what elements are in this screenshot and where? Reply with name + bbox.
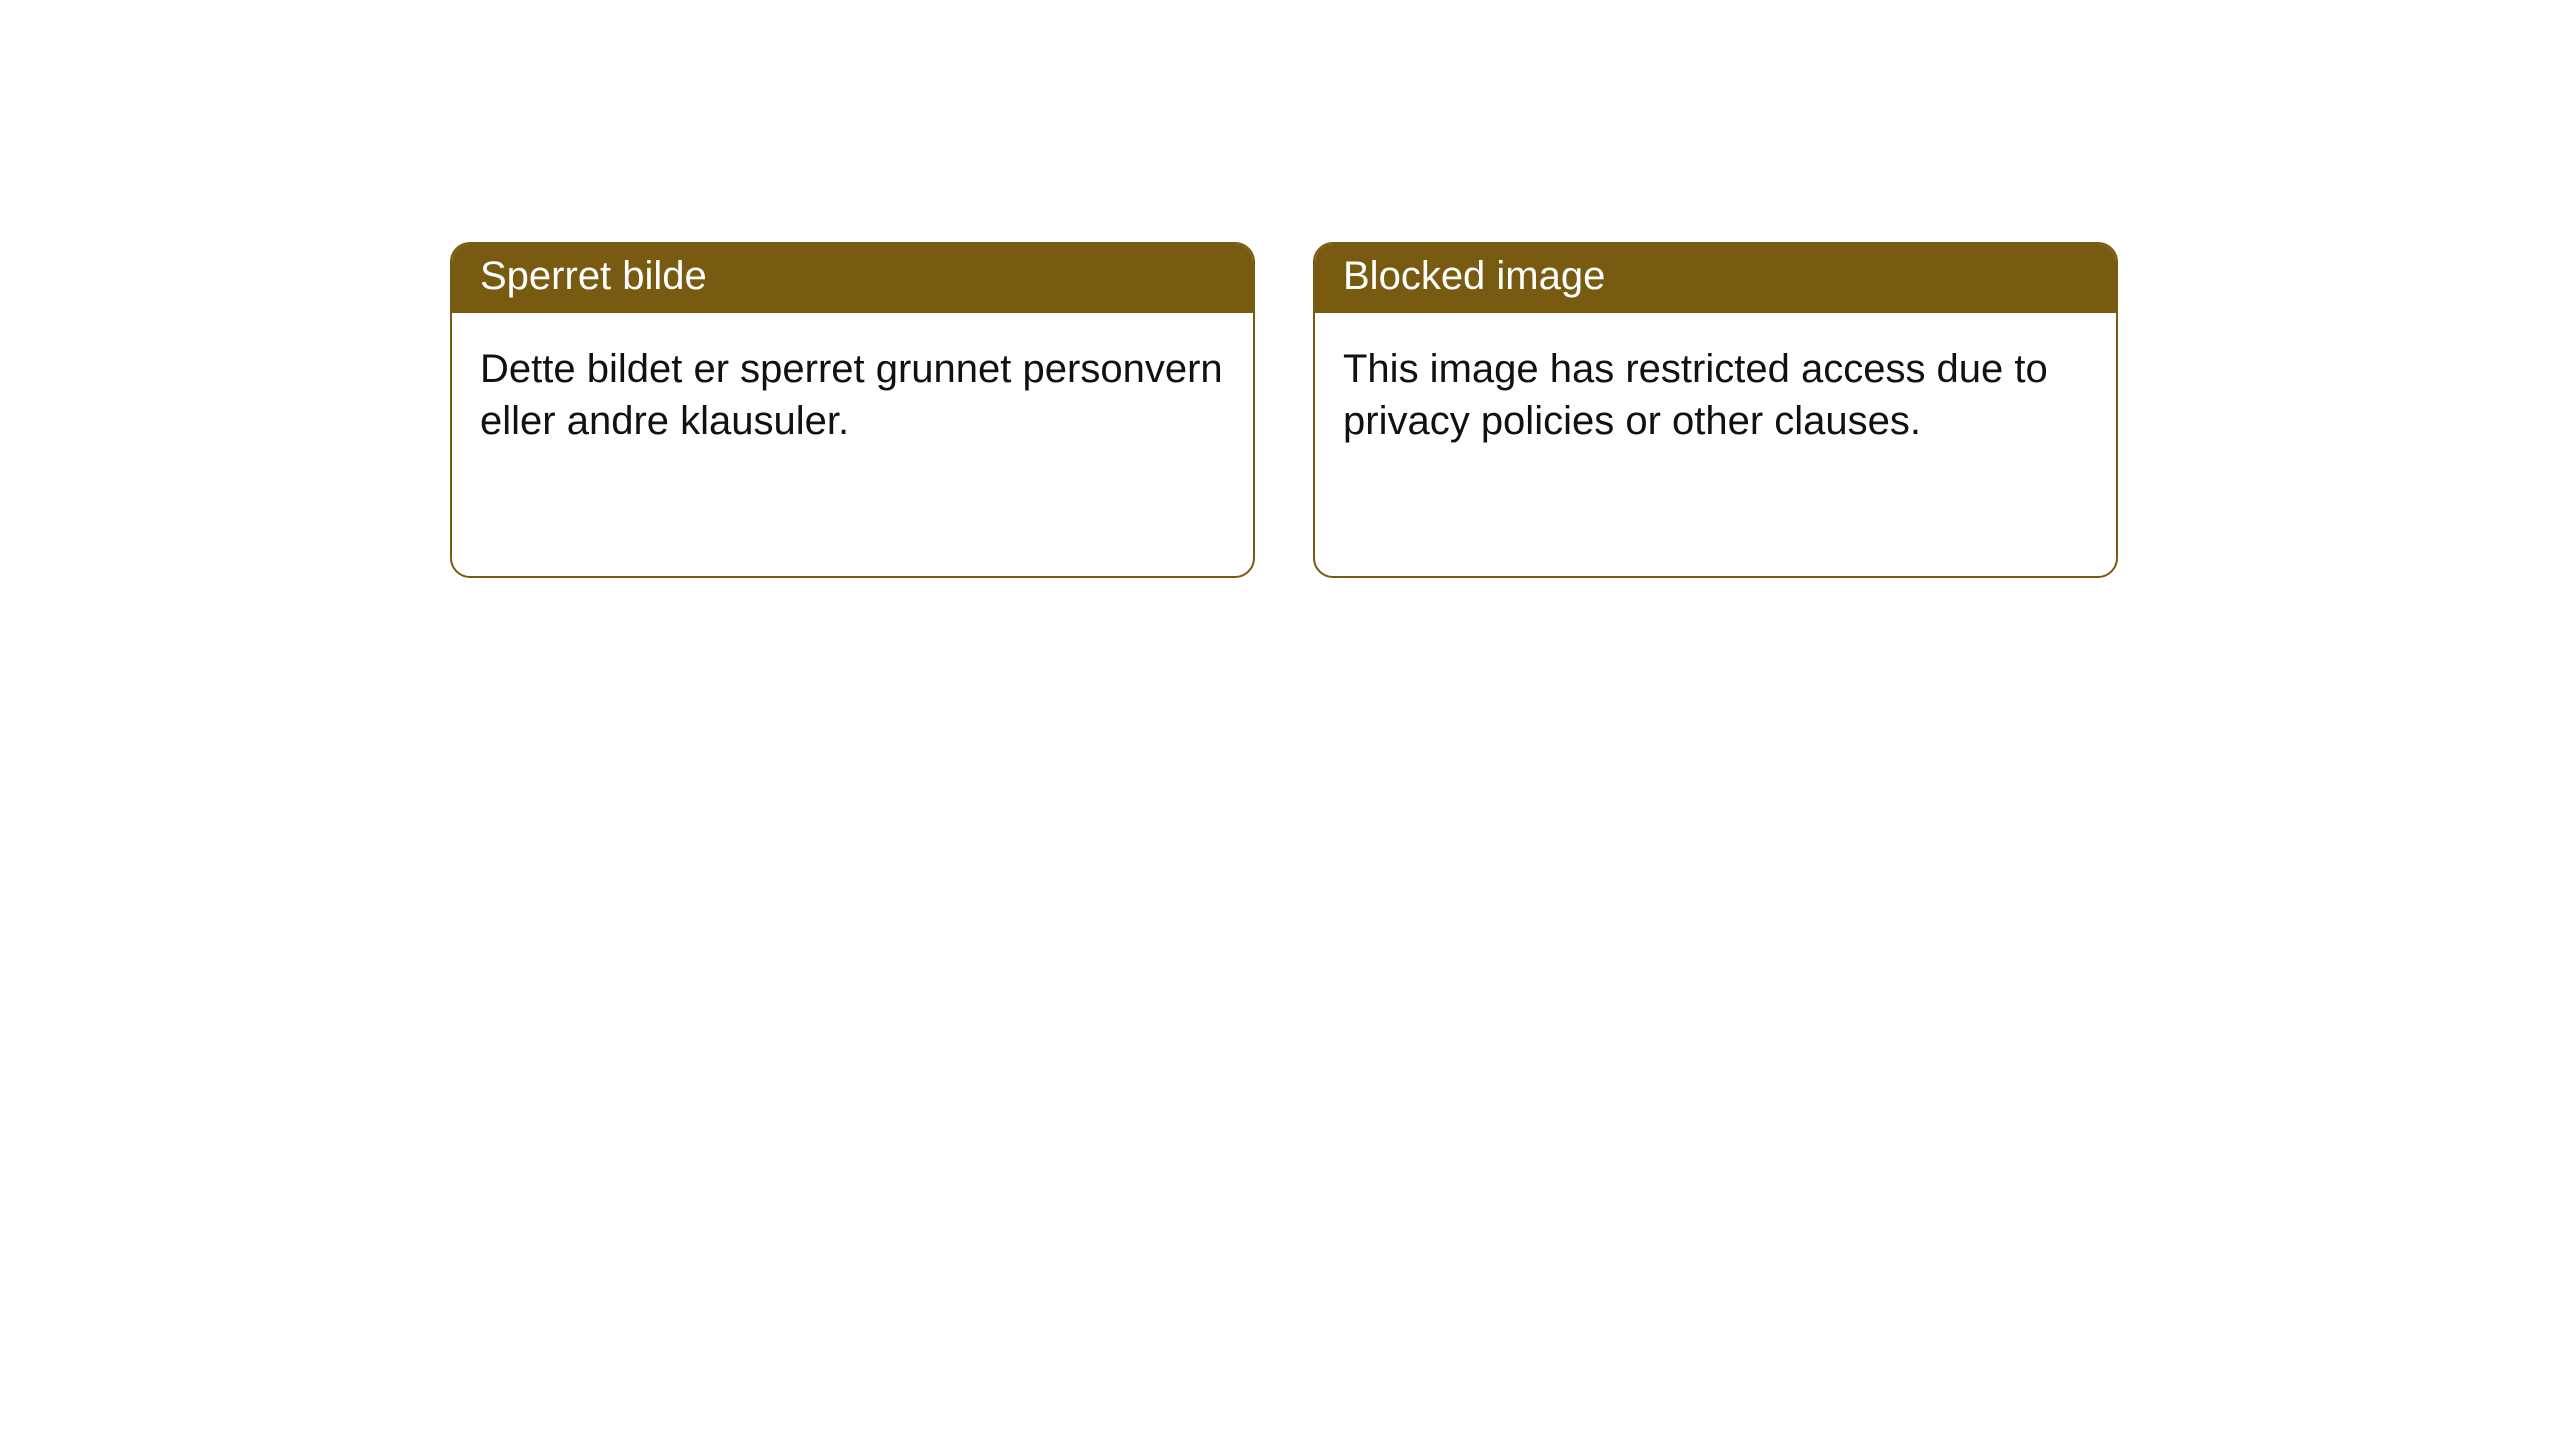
card-body: Dette bildet er sperret grunnet personve… [452,313,1253,477]
card-title: Blocked image [1343,254,1605,298]
blocked-image-card-no: Sperret bilde Dette bildet er sperret gr… [450,242,1255,578]
card-body-text: Dette bildet er sperret grunnet personve… [480,347,1223,443]
card-header: Sperret bilde [452,244,1253,313]
card-title: Sperret bilde [480,254,707,298]
card-body: This image has restricted access due to … [1315,313,2116,477]
blocked-image-card-en: Blocked image This image has restricted … [1313,242,2118,578]
card-container: Sperret bilde Dette bildet er sperret gr… [0,0,2560,578]
card-header: Blocked image [1315,244,2116,313]
card-body-text: This image has restricted access due to … [1343,347,2048,443]
